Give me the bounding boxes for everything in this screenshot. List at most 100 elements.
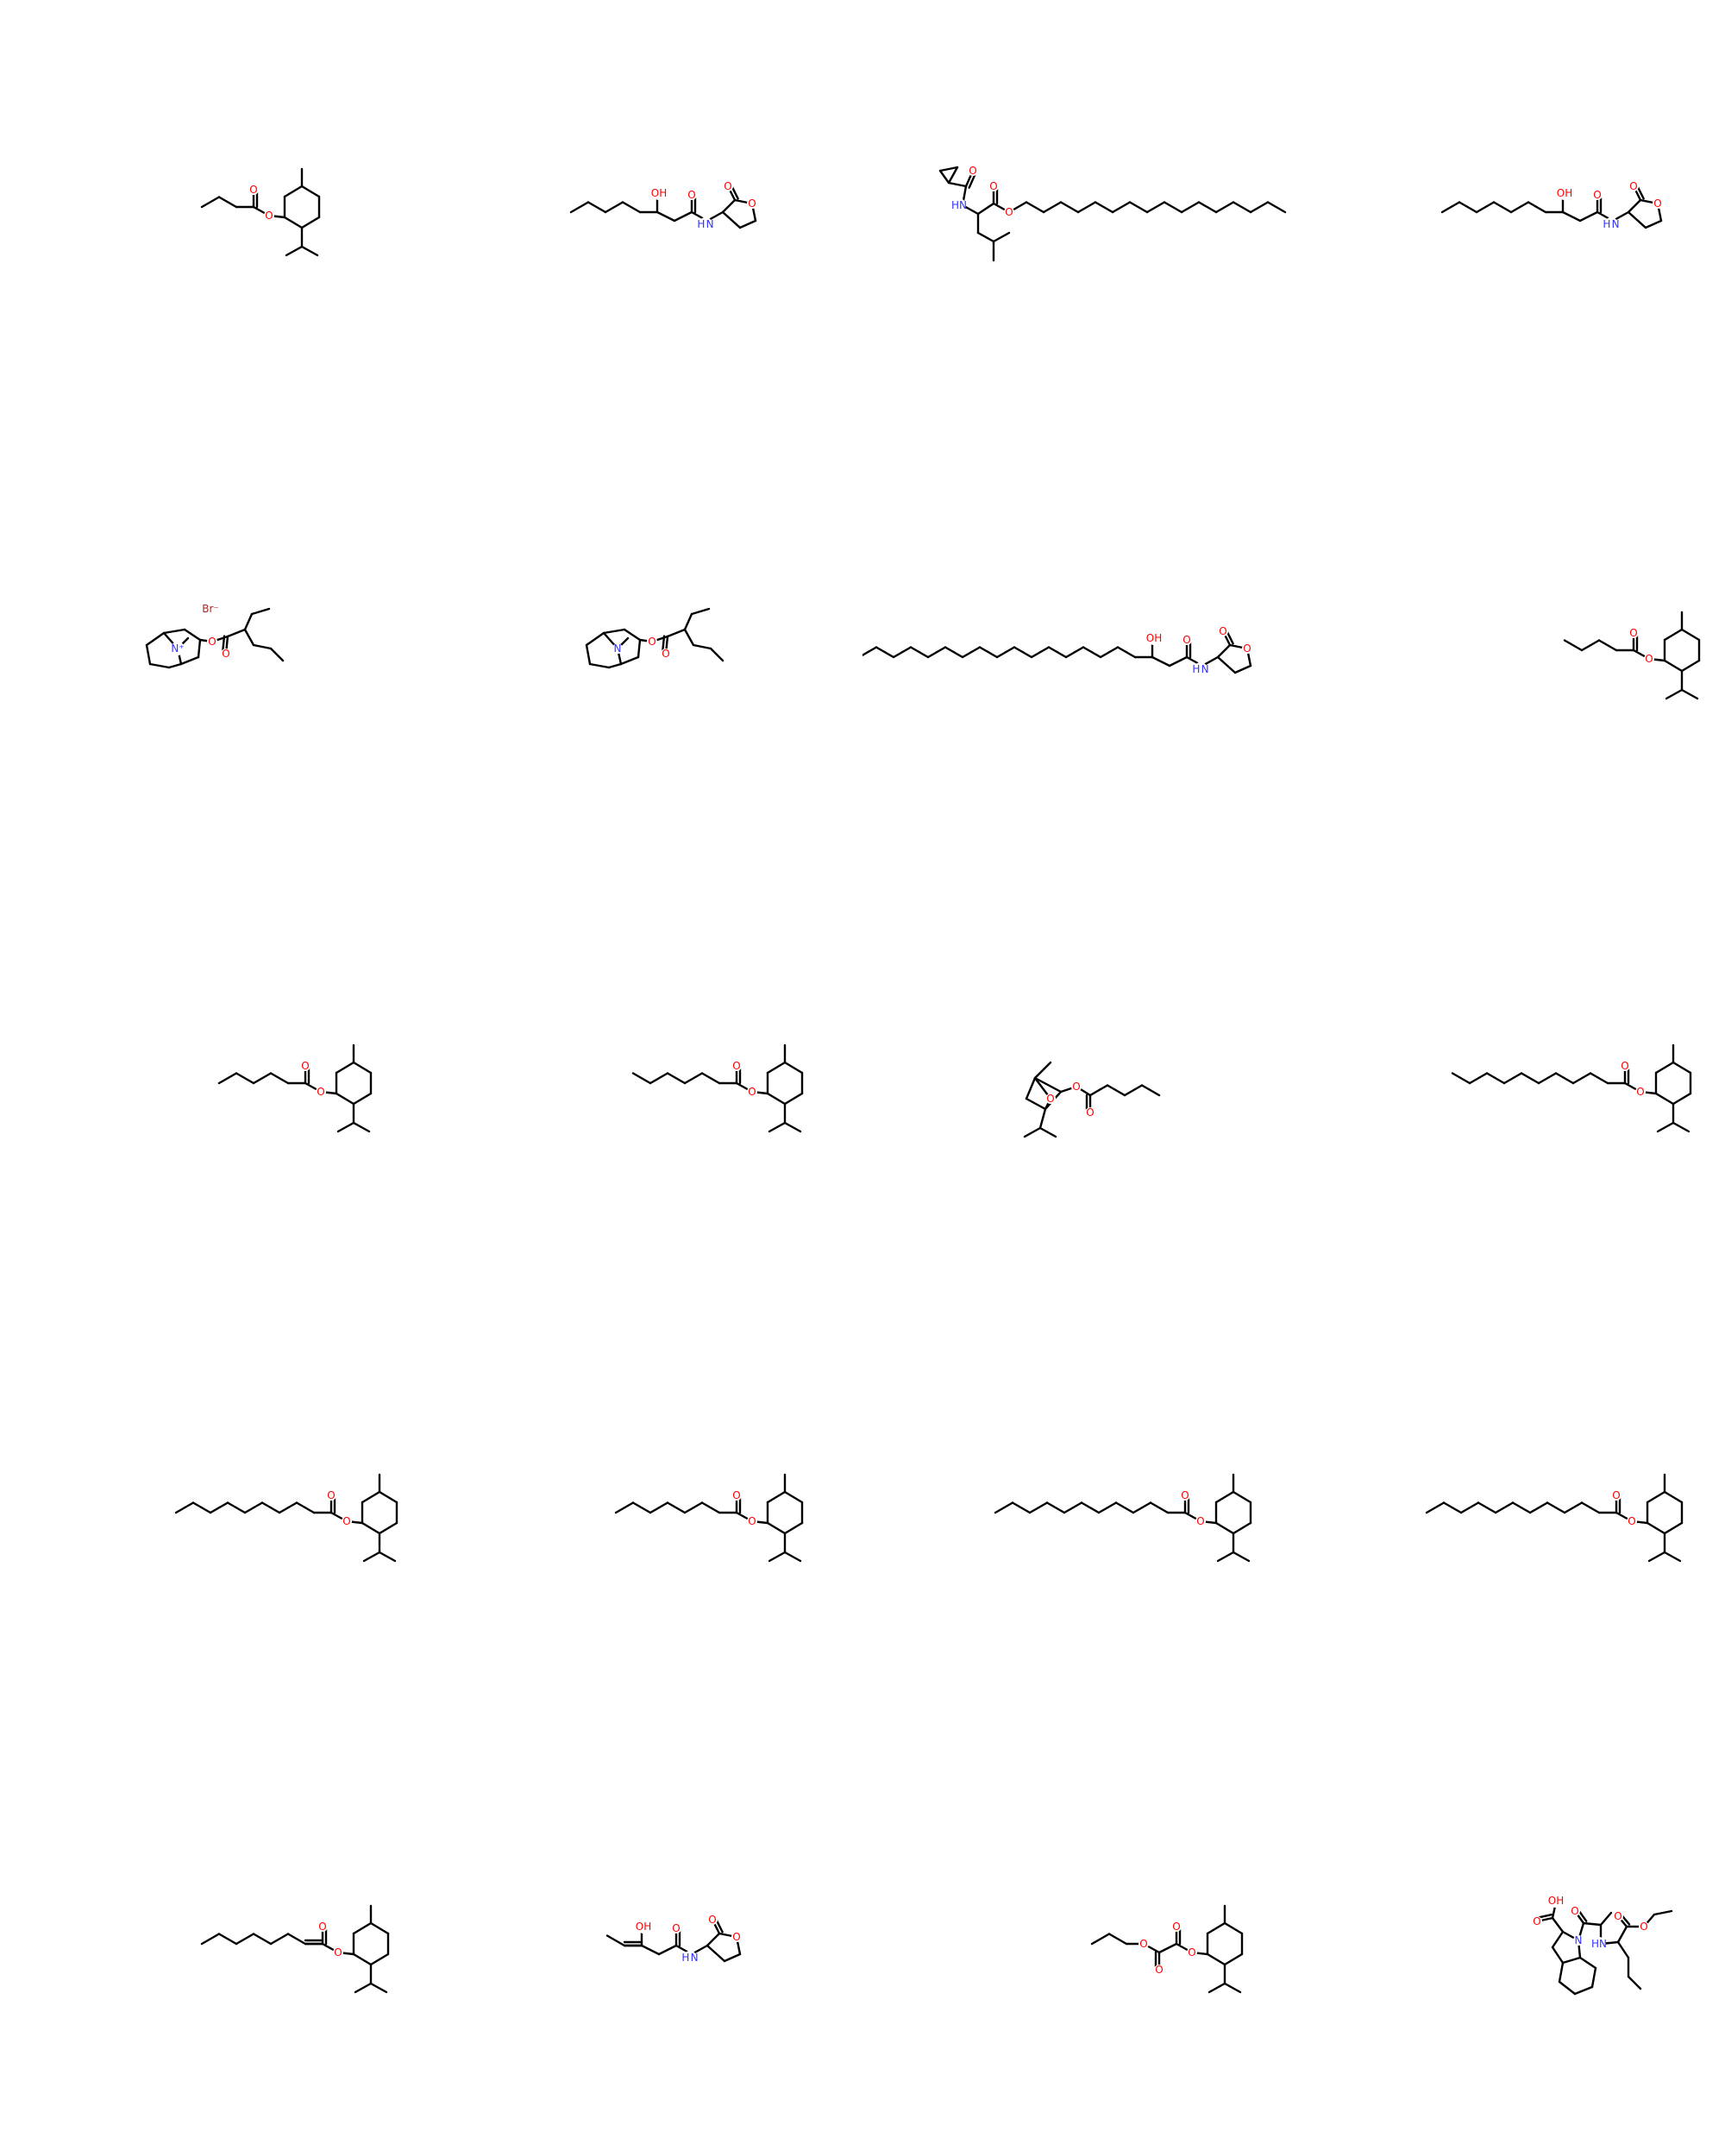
bond	[1233, 664, 1252, 674]
atom-label-background	[1071, 1081, 1082, 1092]
bond	[1459, 1501, 1480, 1514]
molecule-7-structure: O O H N O OH	[862, 625, 1252, 676]
bond	[700, 1501, 721, 1514]
bond	[683, 1072, 704, 1085]
atom-label-background	[723, 181, 733, 191]
atom-label-background	[637, 1920, 650, 1934]
bond	[1090, 1933, 1111, 1946]
bond	[1485, 1072, 1506, 1085]
bond	[352, 1092, 373, 1106]
bond	[1232, 1521, 1252, 1535]
bond	[1047, 646, 1068, 659]
bond	[1511, 1501, 1532, 1514]
atom-label: O	[687, 189, 695, 201]
atom-label: O	[748, 197, 756, 210]
atom-label-background	[747, 1087, 757, 1097]
atom-label: O	[301, 1060, 309, 1072]
bond	[1208, 1982, 1226, 1994]
atom-label-background	[221, 649, 231, 659]
bond	[1063, 1501, 1083, 1514]
bond	[145, 643, 152, 666]
atom-label: O	[1533, 1915, 1540, 1927]
atom-label-background	[652, 186, 666, 200]
molecule-2-structure: O O H N O OH	[569, 180, 757, 231]
atom-label-background	[1604, 217, 1618, 231]
bond	[709, 647, 724, 662]
bond	[1680, 628, 1701, 642]
bond	[994, 1501, 1014, 1514]
atom-label: O	[1155, 1964, 1163, 1976]
bond	[235, 1072, 255, 1085]
atom-label-background	[1639, 1921, 1649, 1932]
bond	[1646, 1490, 1666, 1504]
bond	[1232, 1490, 1252, 1504]
atom-label: O	[1005, 206, 1013, 218]
bond	[352, 1121, 371, 1133]
bond	[1672, 1121, 1690, 1133]
atom-label-background	[326, 1490, 336, 1501]
bond	[295, 1501, 316, 1514]
bond	[1458, 201, 1478, 214]
atom-label: O	[1571, 1905, 1578, 1917]
molecule-15-structure: OO	[994, 1473, 1252, 1563]
molecule-18-structure: O O H N O OH	[605, 1914, 742, 1965]
atom-label: O	[672, 1922, 680, 1934]
bond	[1216, 643, 1232, 659]
bond	[1076, 201, 1097, 214]
bond	[1030, 646, 1051, 659]
bond	[1249, 201, 1270, 214]
bond	[1216, 655, 1237, 674]
bond	[369, 1952, 390, 1966]
bond	[1140, 1084, 1161, 1097]
atom-label-background	[316, 1087, 326, 1097]
atom-label-background	[1194, 662, 1208, 676]
bond	[369, 1982, 388, 1994]
bond	[1644, 219, 1663, 229]
molecule-14-structure: OO	[614, 1473, 804, 1563]
bond	[1527, 201, 1547, 214]
bond	[738, 219, 757, 229]
bond	[1561, 1956, 1582, 1965]
bond	[768, 1551, 787, 1563]
bond	[1663, 659, 1684, 673]
bond	[336, 1121, 355, 1133]
bond	[1266, 201, 1287, 214]
bond	[1647, 1551, 1666, 1563]
bond	[1582, 1921, 1603, 1927]
bond	[200, 1933, 221, 1946]
bond	[862, 646, 878, 657]
bond	[1520, 1072, 1540, 1085]
atom-label: O	[265, 210, 273, 222]
atom-label: O	[969, 165, 976, 177]
atom-label: O	[662, 648, 669, 660]
atom-label: OH	[1557, 187, 1572, 199]
atom-label-background	[988, 181, 999, 191]
bond	[1654, 1092, 1675, 1106]
bond	[721, 198, 737, 214]
bond	[700, 1072, 721, 1085]
bond	[585, 631, 605, 647]
atom-label-background	[647, 636, 657, 647]
bond	[1663, 1490, 1684, 1504]
atom-label-background	[333, 1947, 343, 1958]
bond	[1580, 639, 1601, 652]
bond	[286, 1933, 307, 1946]
bond	[1558, 1980, 1577, 1996]
bond	[378, 1490, 398, 1504]
atom-label-background	[731, 1490, 742, 1501]
atom-label-background	[1004, 207, 1014, 217]
bond	[1590, 1966, 1597, 1989]
atom-label-background	[1187, 1947, 1197, 1958]
bond	[300, 216, 321, 229]
bond	[976, 202, 995, 216]
bond	[278, 1501, 298, 1514]
atom-label-background	[317, 1921, 328, 1932]
bond	[783, 1521, 804, 1535]
bond	[1425, 1501, 1446, 1514]
bond	[1597, 639, 1618, 652]
bond	[1216, 1551, 1235, 1563]
atom-label: O	[334, 1946, 342, 1959]
bond	[1654, 1061, 1675, 1075]
atom-label-background	[1138, 1939, 1149, 1949]
bond	[1663, 1521, 1684, 1535]
